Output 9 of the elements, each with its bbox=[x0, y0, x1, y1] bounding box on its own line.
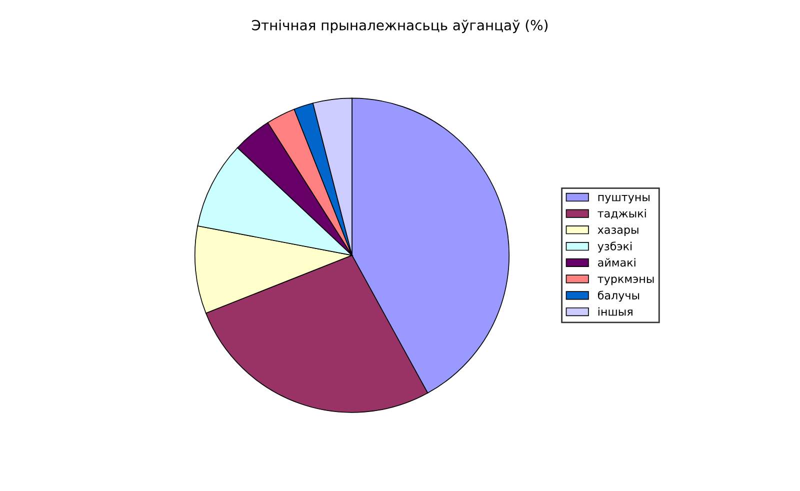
legend-label: іншыя bbox=[598, 307, 632, 316]
legend-label: таджыкі bbox=[598, 208, 646, 219]
legend-label: аймакі bbox=[598, 258, 636, 267]
legend-label: узбэкі bbox=[598, 242, 632, 253]
legend-label: туркмэны bbox=[598, 276, 654, 286]
legend-label: балучы bbox=[598, 290, 640, 302]
chart-title: Этнічная прыналежнасьць аўганцаў (%) bbox=[252, 20, 548, 34]
legend-label: хазары bbox=[598, 228, 638, 236]
legend-label: пуштуны bbox=[598, 194, 650, 204]
